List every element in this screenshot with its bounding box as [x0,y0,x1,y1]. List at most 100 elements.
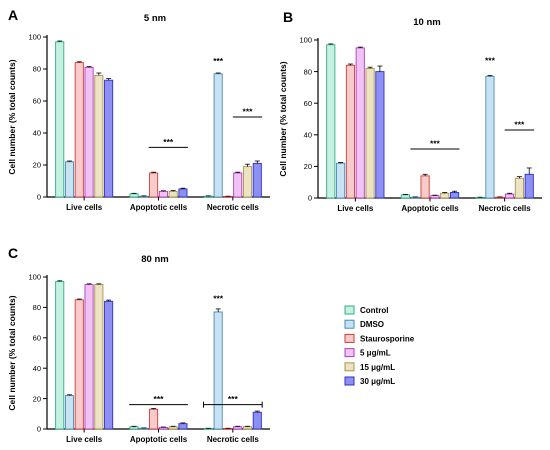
bar [365,67,375,199]
x-tick-label: Apoptotic cells [130,435,188,444]
bar [449,192,460,199]
bar [84,66,94,198]
y-tick-label: 0 [308,194,312,203]
bar [129,426,139,430]
legend-swatch [344,376,355,386]
legend-label: 15 μg/mL [360,363,395,372]
bar [505,193,515,199]
bar [345,64,355,199]
legend-label: Staurosporine [360,334,415,343]
legend-swatch [344,348,355,358]
bar [149,172,159,198]
x-tick-label: Live cells [66,203,103,212]
x-tick-label: Necrotic cells [207,435,260,444]
y-tick-label: 60 [304,99,312,108]
chart-panel-b: B 10 nm Cell number (% total counts) 0 20 40 6… [278,9,542,213]
y-tick-label: 40 [304,131,312,140]
legend-label: 5 μg/mL [360,349,391,358]
bar [64,395,75,430]
bar [213,311,223,430]
y-axis-label: Cell number (% total counts) [7,295,17,410]
bar [252,162,262,198]
bar [326,44,336,199]
legend-label: 30 μg/mL [360,377,395,386]
bar [420,175,430,199]
bar [178,423,188,430]
bar [355,47,365,199]
y-tick-label: 20 [33,161,41,170]
bar [233,172,243,198]
x-tick-label: Live cells [337,204,374,213]
bar [524,173,534,199]
bar [84,284,94,430]
significance-label: *** [430,139,441,149]
bar [158,190,168,198]
bar [55,281,65,430]
bar [213,73,223,198]
bar [74,62,84,198]
y-tick-label: 100 [28,33,41,42]
legend: Control DMSO Staurosporine 5 μg/mL 15 μg/mL 3… [344,305,415,386]
legend-item: DMSO [344,319,384,329]
bar [336,162,346,199]
chart-title: 80 nm [141,254,168,265]
bar [168,190,178,198]
y-tick-label: 80 [33,65,41,74]
legend-item: 15 μg/mL [344,362,395,372]
bar [514,177,524,199]
chart-panel-c: C 80 nm Cell number (% total counts) 0 20 40 6… [7,245,270,444]
legend-item: 5 μg/mL [344,348,391,358]
bar [485,75,495,199]
bar [168,426,178,430]
bar [495,196,505,199]
bar [74,299,84,430]
bar [139,427,149,430]
bar [430,195,440,199]
bar [158,427,168,430]
bar [440,192,450,199]
legend-swatch [344,305,355,315]
bar [223,196,233,198]
y-tick-label: 60 [33,97,41,106]
y-tick-label: 60 [33,334,41,343]
panel-letter: A [8,7,18,23]
significance-label: *** [163,137,174,147]
significance-label: *** [243,107,254,117]
bar [129,193,139,198]
bar [252,411,262,430]
y-tick-label: 20 [33,394,41,403]
y-tick-label: 0 [37,425,41,434]
legend-item: 30 μg/mL [344,376,395,386]
significance-label: *** [154,394,165,404]
y-axis-label: Cell number (% total counts) [278,61,288,176]
bar [233,426,243,430]
legend-item: Staurosporine [344,333,415,343]
y-tick-label: 40 [33,129,41,138]
x-tick-label: Necrotic cells [479,204,532,213]
significance-label: *** [228,394,239,404]
bar [94,74,104,198]
significance-label: *** [213,56,224,66]
significance-label: *** [514,120,525,130]
legend-label: Control [360,306,388,315]
panel-letter: C [8,245,18,261]
legend-label: DMSO [360,320,384,329]
chart-title: 10 nm [413,17,440,28]
y-tick-label: 80 [304,67,312,76]
bar [94,284,104,430]
x-tick-label: Necrotic cells [207,203,260,212]
significance-label: *** [213,293,224,303]
bar [139,195,149,198]
legend-swatch [344,319,355,329]
bar [104,79,114,198]
y-axis-label: Cell number (% total counts) [7,59,17,174]
y-tick-label: 40 [33,364,41,373]
y-tick-label: 0 [37,193,41,202]
y-tick-label: 100 [28,273,41,282]
bar [400,194,411,199]
legend-swatch [344,333,355,343]
bar [64,161,75,198]
y-tick-label: 100 [299,36,312,45]
bar [55,41,65,198]
x-tick-label: Live cells [66,435,103,444]
